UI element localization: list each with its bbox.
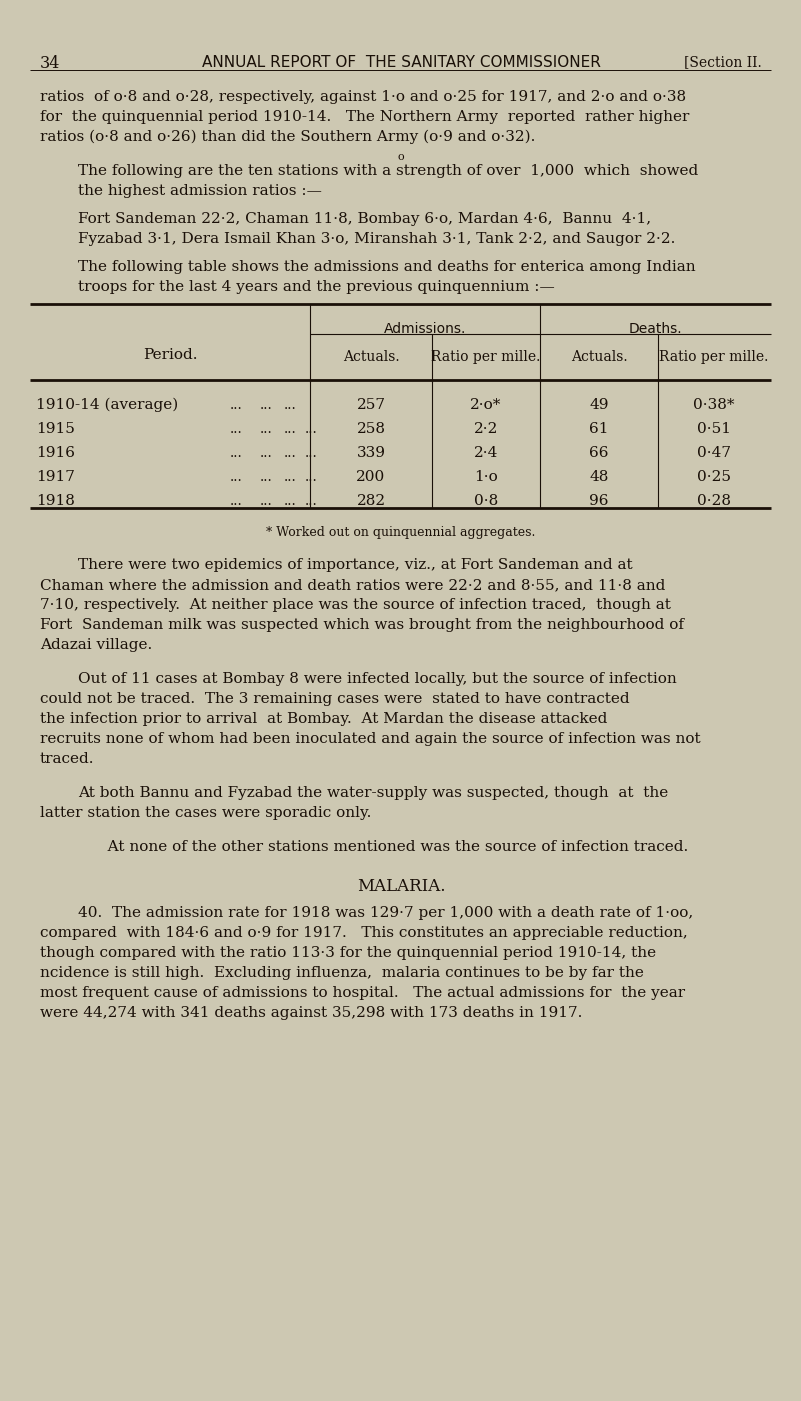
Text: [Section II.: [Section II. [684,55,762,69]
Text: the infection prior to arrival  at Bombay.  At Mardan the disease attacked: the infection prior to arrival at Bombay… [40,712,607,726]
Text: were 44,274 with 341 deaths against 35,298 with 173 deaths in 1917.: were 44,274 with 341 deaths against 35,2… [40,1006,582,1020]
Text: At both Bannu and Fyzabad the water-supply was suspected, though  at  the: At both Bannu and Fyzabad the water-supp… [78,786,668,800]
Text: 258: 258 [356,422,385,436]
Text: ...: ... [230,446,243,460]
Text: 282: 282 [356,495,385,509]
Text: 257: 257 [356,398,385,412]
Text: 339: 339 [356,446,385,460]
Text: Chaman where the admission and death ratios were 22·2 and 8·55, and 11·8 and: Chaman where the admission and death rat… [40,579,666,593]
Text: ...: ... [284,422,296,436]
Text: Period.: Period. [143,347,197,361]
Text: Admissions.: Admissions. [384,322,466,336]
Text: MALARIA.: MALARIA. [356,878,445,895]
Text: 66: 66 [590,446,609,460]
Text: ANNUAL REPORT OF  THE SANITARY COMMISSIONER: ANNUAL REPORT OF THE SANITARY COMMISSION… [202,55,601,70]
Text: ...: ... [284,469,296,483]
Text: Out of 11 cases at Bombay 8 were infected locally, but the source of infection: Out of 11 cases at Bombay 8 were infecte… [78,672,677,686]
Text: 0·28: 0·28 [697,495,731,509]
Text: 49: 49 [590,398,609,412]
Text: 61: 61 [590,422,609,436]
Text: the highest admission ratios :—: the highest admission ratios :— [78,184,322,198]
Text: 7·10, respectively.  At neither place was the source of infection traced,  thoug: 7·10, respectively. At neither place was… [40,598,671,612]
Text: compared  with 184·6 and o·9 for 1917.   This constitutes an appreciable reducti: compared with 184·6 and o·9 for 1917. Th… [40,926,688,940]
Text: ...: ... [305,446,318,460]
Text: 0·51: 0·51 [697,422,731,436]
Text: ...: ... [260,495,273,509]
Text: ...: ... [260,398,273,412]
Text: ...: ... [305,469,318,483]
Text: ...: ... [260,422,273,436]
Text: ...: ... [305,495,318,509]
Text: 0·38*: 0·38* [693,398,735,412]
Text: 0·8: 0·8 [474,495,498,509]
Text: 1917: 1917 [36,469,74,483]
Text: Fyzabad 3·1, Dera Ismail Khan 3·o, Miranshah 3·1, Tank 2·2, and Saugor 2·2.: Fyzabad 3·1, Dera Ismail Khan 3·o, Miran… [78,233,675,247]
Text: 1918: 1918 [36,495,74,509]
Text: Ratio per mille.: Ratio per mille. [659,350,769,364]
Text: for  the quinquennial period 1910-14.   The Northern Army  reported  rather high: for the quinquennial period 1910-14. The… [40,111,690,125]
Text: 1·o: 1·o [474,469,498,483]
Text: ...: ... [284,495,296,509]
Text: The following table shows the admissions and deaths for enterica among Indian: The following table shows the admissions… [78,261,695,275]
Text: At none of the other stations mentioned was the source of infection traced.: At none of the other stations mentioned … [100,841,688,855]
Text: Deaths.: Deaths. [628,322,682,336]
Text: ...: ... [284,446,296,460]
Text: traced.: traced. [40,752,95,766]
Text: ...: ... [260,469,273,483]
Text: Fort Sandeman 22·2, Chaman 11·8, Bombay 6·o, Mardan 4·6,  Bannu  4·1,: Fort Sandeman 22·2, Chaman 11·8, Bombay … [78,212,651,226]
Text: ncidence is still high.  Excluding influenza,  malaria continues to be by far th: ncidence is still high. Excluding influe… [40,967,644,981]
Text: most frequent cause of admissions to hospital.   The actual admissions for  the : most frequent cause of admissions to hos… [40,986,685,1000]
Text: Adazai village.: Adazai village. [40,637,152,651]
Text: ...: ... [230,422,243,436]
Text: 34: 34 [40,55,60,71]
Text: 200: 200 [356,469,385,483]
Text: 2·2: 2·2 [474,422,498,436]
Text: 0·25: 0·25 [697,469,731,483]
Text: could not be traced.  The 3 remaining cases were  stated to have contracted: could not be traced. The 3 remaining cas… [40,692,630,706]
Text: 0·47: 0·47 [697,446,731,460]
Text: Fort  Sandeman milk was suspected which was brought from the neighbourhood of: Fort Sandeman milk was suspected which w… [40,618,684,632]
Text: ...: ... [230,495,243,509]
Text: 1916: 1916 [36,446,75,460]
Text: There were two epidemics of importance, viz., at Fort Sandeman and at: There were two epidemics of importance, … [78,558,633,572]
Text: latter station the cases were sporadic only.: latter station the cases were sporadic o… [40,806,372,820]
Text: Ratio per mille.: Ratio per mille. [431,350,541,364]
Text: ratios  of o·8 and o·28, respectively, against 1·o and o·25 for 1917, and 2·o an: ratios of o·8 and o·28, respectively, ag… [40,90,686,104]
Text: The following are the ten stations with a strength of over  1,000  which  showed: The following are the ten stations with … [78,164,698,178]
Text: 40.  The admission rate for 1918 was 129·7 per 1,000 with a death rate of 1·oo,: 40. The admission rate for 1918 was 129·… [78,906,693,920]
Text: recruits none of whom had been inoculated and again the source of infection was : recruits none of whom had been inoculate… [40,731,701,745]
Text: 2·o*: 2·o* [470,398,501,412]
Text: ratios (o·8 and o·26) than did the Southern Army (o·9 and o·32).: ratios (o·8 and o·26) than did the South… [40,130,535,144]
Text: 96: 96 [590,495,609,509]
Text: * Worked out on quinquennial aggregates.: * Worked out on quinquennial aggregates. [266,525,536,539]
Text: Actuals.: Actuals. [343,350,400,364]
Text: troops for the last 4 years and the previous quinquennium :—: troops for the last 4 years and the prev… [78,280,555,294]
Text: ...: ... [230,398,243,412]
Text: ...: ... [260,446,273,460]
Text: 1915: 1915 [36,422,74,436]
Text: ...: ... [305,422,318,436]
Text: Actuals.: Actuals. [570,350,627,364]
Text: 2·4: 2·4 [474,446,498,460]
Text: though compared with the ratio 113·3 for the quinquennial period 1910-14, the: though compared with the ratio 113·3 for… [40,946,656,960]
Text: 48: 48 [590,469,609,483]
Text: ...: ... [284,398,296,412]
Text: o: o [397,151,405,163]
Text: 1910-14 (average): 1910-14 (average) [36,398,179,412]
Text: ...: ... [230,469,243,483]
